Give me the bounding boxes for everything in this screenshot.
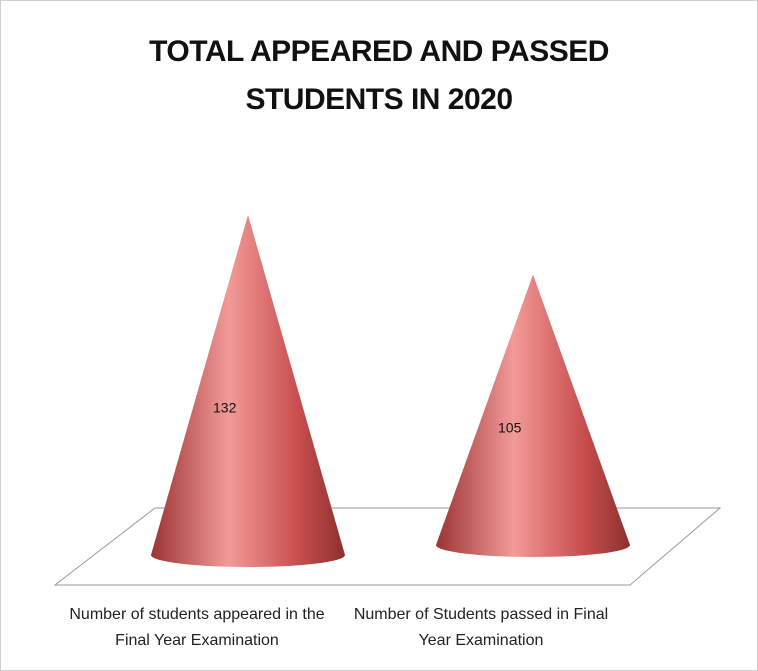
x-tick-label: Number of students appeared in the Final… [69,606,325,649]
value-label: 105 [498,419,522,435]
x-tick-label: Number of Students passed in Final Year … [353,606,609,649]
cone [436,274,630,557]
cone [151,215,345,567]
chart-title: TOTAL APPEARED AND PASSED STUDENTS IN 20… [149,35,609,116]
value-label: 132 [213,400,237,416]
